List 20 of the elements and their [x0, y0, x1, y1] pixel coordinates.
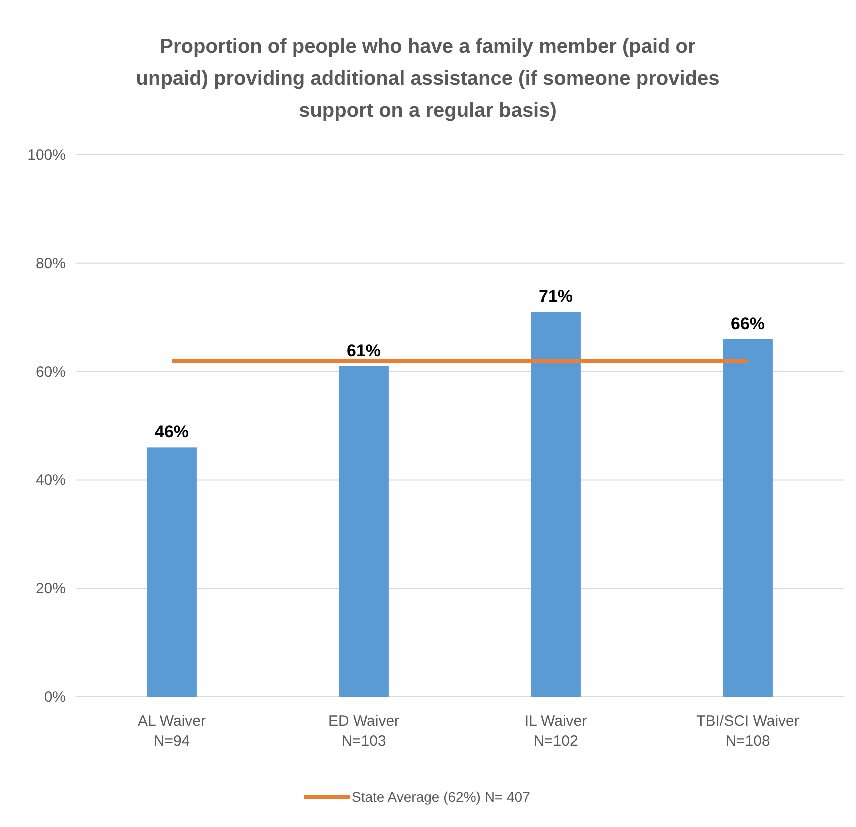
data-label: 46%: [154, 422, 190, 442]
x-tick-label: ED Waiver N=103: [328, 713, 400, 750]
bar: [531, 312, 581, 697]
y-tick-label: 100%: [28, 147, 66, 164]
bar: [339, 366, 389, 697]
y-tick-label: 80%: [36, 255, 66, 272]
x-tick-label: AL Waiver N=94: [138, 713, 206, 750]
y-tick-label: 60%: [36, 364, 66, 381]
x-tick-label: IL Waiver N=102: [524, 713, 588, 750]
y-tick-label: 40%: [36, 472, 66, 490]
bar: [723, 339, 773, 697]
legend-label: State Average (62%) N= 407: [352, 789, 531, 805]
bar: [147, 448, 197, 697]
data-label: 71%: [538, 287, 574, 306]
chart-title: Proportion of people who have a family member (paid or unpaid) providing additional assistance (if someone provides support on a regular basis): [136, 36, 720, 122]
y-tick-label: 0%: [44, 689, 66, 706]
data-label: 66%: [730, 314, 766, 334]
y-tick-label: 20%: [36, 580, 66, 598]
x-tick-label: TBI/SCI Waiver N=108: [696, 713, 800, 750]
data-label: 61%: [346, 341, 382, 360]
